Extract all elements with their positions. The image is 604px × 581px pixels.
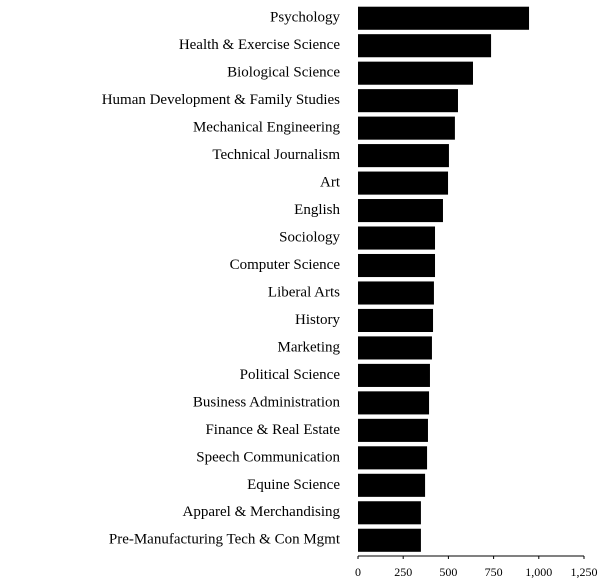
bar [358,144,449,168]
y-tick-label: Human Development & Family Studies [102,92,340,108]
y-tick-label: Political Science [240,367,341,383]
x-tick-label: 500 [439,565,457,579]
y-tick-label: Apparel & Merchandising [183,504,341,520]
bar [358,418,428,442]
bar [358,501,421,525]
y-tick-label: Psychology [270,10,341,26]
y-tick-label: Equine Science [247,477,340,493]
bar [358,89,458,113]
bar [358,528,421,552]
bar [358,116,455,140]
bar [358,363,430,387]
bar [358,473,426,497]
y-tick-label: Finance & Real Estate [205,422,340,438]
bar [358,336,432,360]
y-tick-label: Biological Science [227,65,340,81]
bar [358,199,443,223]
bar [358,253,436,278]
y-tick-label: Business Administration [193,394,341,410]
x-tick-label: 750 [485,565,503,579]
y-tick-label: History [295,312,341,328]
bar [358,281,434,305]
y-tick-label: Marketing [278,339,341,355]
y-tick-label: Health & Exercise Science [179,37,341,53]
bar [358,6,530,30]
y-tick-label: Computer Science [230,257,341,273]
x-tick-label: 1,000 [525,565,552,579]
y-tick-label: English [294,202,340,218]
y-tick-label: Pre-Manufacturing Tech & Con Mgmt [109,532,341,548]
y-tick-label: Speech Communication [196,449,340,465]
y-tick-label: Mechanical Engineering [193,120,341,136]
bar [358,308,434,333]
y-tick-label: Sociology [279,229,340,245]
x-tick-label: 1,250 [571,565,598,579]
bar [358,34,492,58]
x-tick-label: 0 [355,565,361,579]
y-tick-label: Liberal Arts [268,284,340,300]
bar [358,391,430,415]
bar [358,226,436,250]
y-tick-label: Art [320,175,341,191]
bar [358,61,473,85]
bar [358,446,428,470]
y-tick-label: Technical Journalism [212,147,340,163]
x-tick-label: 250 [394,565,412,579]
bar [358,171,449,195]
